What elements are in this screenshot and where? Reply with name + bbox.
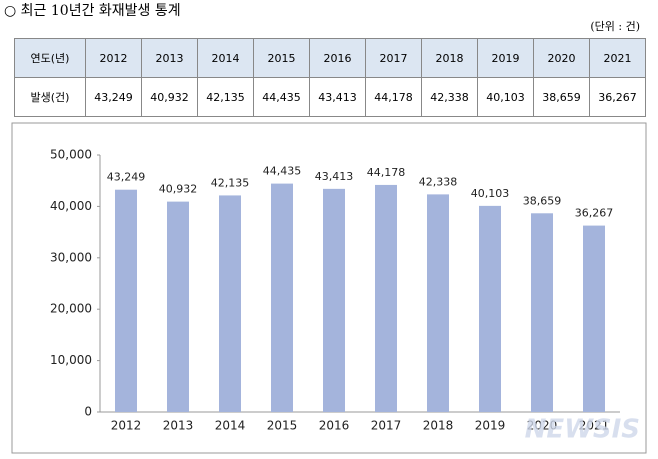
y-tick-label: 30,000 <box>50 250 92 264</box>
table-cell: 2019 <box>477 38 534 78</box>
x-tick-label: 2020 <box>527 419 558 433</box>
data-label: 42,338 <box>419 175 458 188</box>
bar <box>323 188 345 412</box>
data-label: 43,413 <box>315 170 354 183</box>
y-tick-label: 40,000 <box>50 199 92 213</box>
table-cell: 2017 <box>365 38 422 78</box>
bar <box>115 189 137 412</box>
bar <box>427 194 449 412</box>
table-cell: 36,267 <box>589 77 646 117</box>
y-tick-label: 50,000 <box>50 148 92 162</box>
table-cell: 38,659 <box>533 77 590 117</box>
row-header: 발생(건) <box>14 77 86 117</box>
table-cell: 44,178 <box>365 77 422 117</box>
table-cell: 2021 <box>589 38 646 78</box>
y-tick-label: 10,000 <box>50 353 92 367</box>
data-label: 40,103 <box>471 187 510 200</box>
table-cell: 2014 <box>197 38 254 78</box>
table-row: 연도(년) 2012 2013 2014 2015 2016 2017 2018 2019 202… <box>14 38 646 78</box>
table-cell: 42,338 <box>421 77 478 117</box>
stats-table: 연도(년) 2012 2013 2014 2015 2016 2017 2018 2019 202… <box>14 38 646 117</box>
bar <box>479 205 501 412</box>
y-tick-label: 20,000 <box>50 302 92 316</box>
x-tick-label: 2017 <box>371 419 402 433</box>
table-cell: 43,249 <box>85 77 142 117</box>
data-label: 42,135 <box>211 176 250 189</box>
table-row: 발생(건) 43,249 40,932 42,135 44,435 43,413 44,17… <box>14 77 646 117</box>
x-tick-label: 2019 <box>475 419 506 433</box>
row-header: 연도(년) <box>14 38 86 78</box>
data-label: 43,249 <box>107 171 146 184</box>
x-tick-label: 2018 <box>423 419 454 433</box>
bar <box>219 195 241 412</box>
table-cell: 44,435 <box>253 77 310 117</box>
data-label: 44,178 <box>367 166 406 179</box>
bar <box>583 225 605 412</box>
unit: (단위 : 건) <box>590 20 640 33</box>
chart-frame <box>11 122 647 454</box>
title: ○ 최근 10년간 화재발생 통계 <box>4 3 181 19</box>
x-tick-label: 2021 <box>579 419 610 433</box>
data-label: 44,435 <box>263 165 302 178</box>
table-cell: 2018 <box>421 38 478 78</box>
data-label: 36,267 <box>575 207 614 220</box>
x-tick-label: 2013 <box>163 419 194 433</box>
watermark: NEWSIS <box>525 415 640 445</box>
table-cell: 43,413 <box>309 77 366 117</box>
table-cell: 2016 <box>309 38 366 78</box>
bar <box>271 183 293 412</box>
table-cell: 2013 <box>141 38 198 78</box>
data-label: 38,659 <box>523 194 562 207</box>
x-tick-label: 2016 <box>319 419 350 433</box>
y-tick-label: 0 <box>84 405 92 419</box>
x-tick-label: 2014 <box>215 419 246 433</box>
table-cell: 2020 <box>533 38 590 78</box>
bar <box>375 184 397 412</box>
title-text: 최근 10년간 화재발생 통계 <box>20 3 181 19</box>
bar <box>531 213 553 412</box>
x-tick-label: 2015 <box>267 419 298 433</box>
x-tick-label: 2012 <box>111 419 142 433</box>
bar <box>167 201 189 412</box>
data-label: 40,932 <box>159 183 198 196</box>
table-cell: 40,932 <box>141 77 198 117</box>
